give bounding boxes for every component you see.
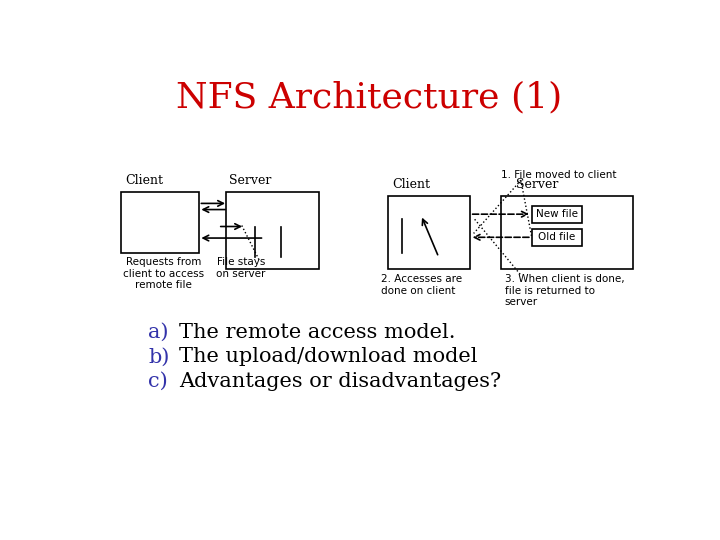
Text: a): a)	[148, 323, 168, 342]
Text: File stays
on server: File stays on server	[217, 257, 266, 279]
Text: Server: Server	[516, 178, 559, 191]
Text: The upload/download model: The upload/download model	[179, 347, 477, 366]
Text: Old file: Old file	[539, 232, 575, 242]
Text: Server: Server	[230, 174, 272, 187]
Text: Advantages or disadvantages?: Advantages or disadvantages?	[179, 372, 501, 391]
Text: NFS Architecture (1): NFS Architecture (1)	[176, 80, 562, 114]
Text: b): b)	[148, 347, 169, 366]
Bar	[121, 192, 199, 253]
Text: New file: New file	[536, 209, 578, 219]
Bar	[500, 195, 632, 269]
Text: Client: Client	[392, 178, 431, 191]
Bar	[225, 192, 319, 269]
Bar	[532, 206, 582, 222]
Text: 2. Accesses are
done on client: 2. Accesses are done on client	[381, 274, 462, 296]
Bar	[388, 195, 469, 269]
Text: 1. File moved to client: 1. File moved to client	[500, 170, 616, 180]
Text: Client: Client	[125, 174, 163, 187]
Text: Requests from
client to access
remote file: Requests from client to access remote fi…	[123, 257, 204, 291]
Text: The remote access model.: The remote access model.	[179, 323, 456, 342]
Text: c): c)	[148, 372, 168, 391]
Bar	[532, 229, 582, 246]
Text: 3. When client is done,
file is returned to
server: 3. When client is done, file is returned…	[505, 274, 624, 307]
